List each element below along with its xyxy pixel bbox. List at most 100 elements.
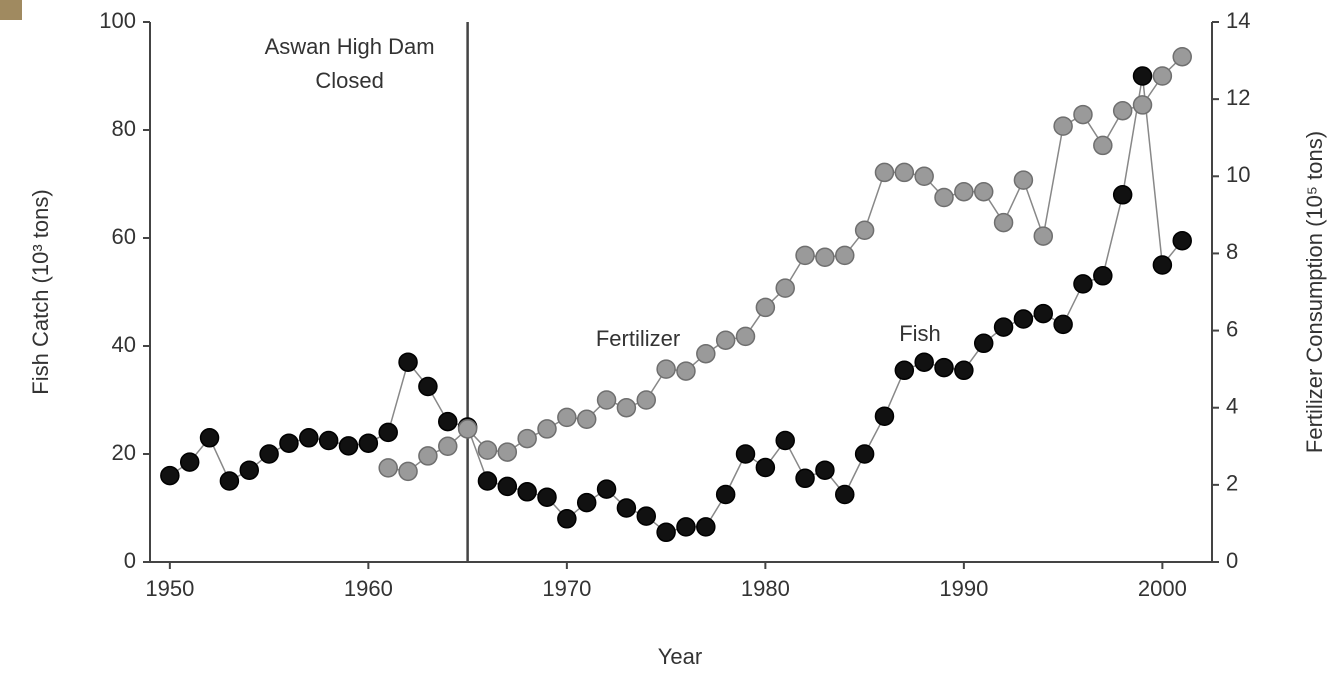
point (457, 419, 478, 439)
point (636, 390, 657, 410)
point (537, 419, 557, 439)
point (815, 247, 835, 268)
point (537, 487, 557, 507)
point (576, 492, 597, 513)
point (636, 506, 657, 526)
point (596, 390, 617, 410)
point (894, 360, 915, 381)
point (835, 484, 855, 505)
point (973, 181, 994, 202)
point (398, 461, 418, 482)
point (1073, 274, 1093, 294)
point (914, 352, 934, 372)
series-line (169, 75, 1183, 534)
point (973, 333, 994, 354)
point (1112, 185, 1133, 205)
point (358, 433, 379, 453)
point (378, 458, 398, 478)
point (299, 428, 319, 448)
point (239, 460, 260, 480)
point (1053, 314, 1073, 335)
point (854, 444, 875, 464)
point (894, 162, 915, 183)
point (1033, 226, 1054, 246)
point (854, 220, 875, 241)
y2-tick-label: 2 (1226, 471, 1238, 496)
series-label: Fish (899, 321, 941, 346)
point (1093, 135, 1113, 156)
y2-tick-label: 0 (1226, 548, 1238, 573)
y-axis-title: Fish Catch (10³ tons) (28, 189, 53, 394)
y-tick-label: 60 (112, 224, 136, 249)
point (715, 330, 736, 350)
x-axis-title: Year (658, 644, 702, 669)
x-tick-label: 1990 (939, 576, 988, 601)
point (338, 436, 359, 456)
point (1172, 230, 1192, 251)
point (596, 479, 617, 499)
point (378, 422, 398, 443)
point (1172, 46, 1192, 67)
point (497, 442, 518, 462)
point (676, 517, 696, 537)
point (199, 428, 220, 448)
point (795, 468, 815, 489)
point (874, 162, 895, 183)
point (1033, 303, 1054, 324)
point (656, 359, 676, 379)
point (477, 471, 498, 491)
point (1073, 104, 1093, 125)
point (954, 181, 974, 202)
point (517, 428, 537, 449)
point (676, 361, 696, 381)
point (715, 484, 736, 505)
point (418, 446, 438, 466)
point (477, 440, 498, 460)
point (735, 326, 756, 347)
point (795, 245, 815, 266)
point (914, 166, 934, 187)
point (318, 430, 339, 451)
annotation-text: Closed (315, 68, 383, 93)
x-tick-label: 1960 (344, 576, 393, 601)
point (279, 433, 299, 453)
point (219, 471, 240, 491)
y2-tick-label: 12 (1226, 85, 1250, 110)
point (954, 360, 974, 381)
y2-tick-label: 8 (1226, 239, 1238, 264)
y2-tick-label: 14 (1226, 8, 1250, 33)
point (696, 517, 716, 537)
icon (0, 0, 22, 20)
y2-tick-label: 4 (1226, 394, 1238, 419)
point (696, 343, 716, 364)
y-tick-label: 80 (112, 116, 136, 141)
point (934, 187, 954, 208)
point (656, 522, 676, 543)
x-tick-label: 2000 (1138, 576, 1187, 601)
point (1112, 100, 1133, 121)
point (398, 352, 418, 372)
point (1093, 266, 1113, 286)
point (934, 357, 954, 378)
y2-tick-label: 6 (1226, 316, 1238, 341)
point (755, 457, 776, 478)
point (576, 409, 597, 430)
point (179, 452, 200, 472)
point (815, 460, 835, 480)
point (557, 407, 577, 428)
point (418, 376, 438, 397)
point (616, 397, 637, 418)
annotation-text: Aswan High Dam (265, 34, 435, 59)
point (1132, 95, 1153, 115)
point (993, 212, 1014, 233)
x-tick-label: 1950 (145, 576, 194, 601)
point (1013, 170, 1034, 190)
point (160, 465, 180, 486)
x-tick-label: 1970 (542, 576, 591, 601)
y2-axis-title: Fertilizer Consumption (10⁵ tons) (1302, 131, 1327, 453)
y-tick-label: 40 (112, 332, 136, 357)
point (438, 436, 458, 457)
y2-tick-label: 10 (1226, 162, 1250, 187)
point (1013, 309, 1034, 329)
y-tick-label: 100 (99, 8, 136, 33)
